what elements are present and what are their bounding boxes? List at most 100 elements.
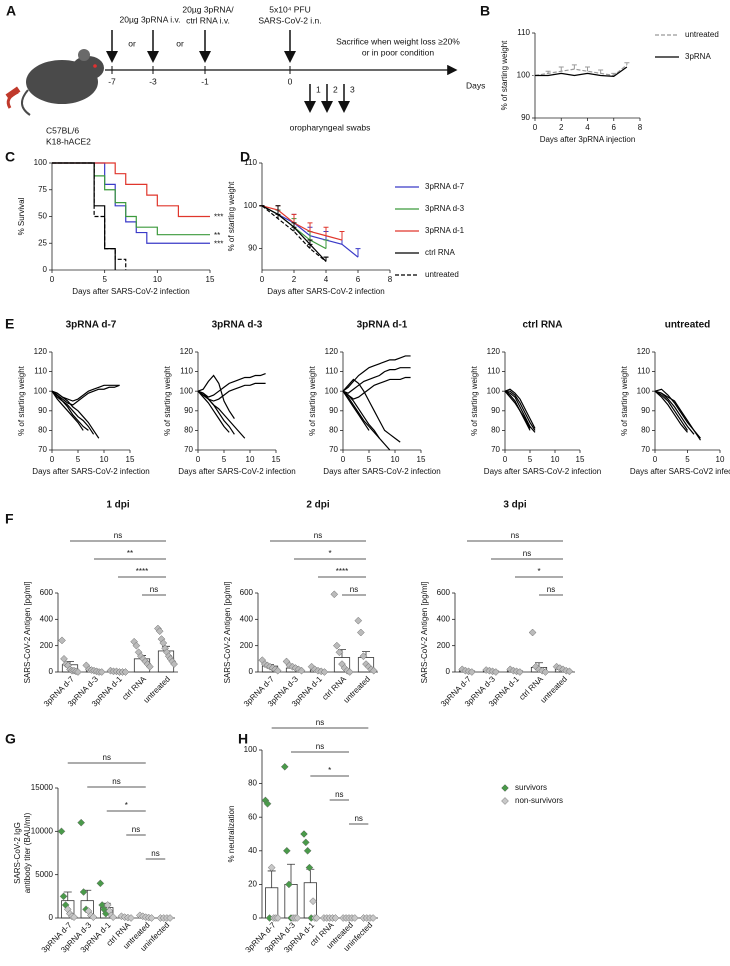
error-bar (323, 256, 329, 262)
or: or (176, 38, 184, 48)
y-tick-label: 90 (641, 406, 650, 415)
x-tick-label: 2 (559, 123, 564, 132)
panel-label: D (240, 149, 250, 165)
significance-label: ns (335, 790, 343, 799)
significance-label: ns (523, 549, 531, 558)
x-tick-label: 15 (417, 455, 426, 464)
error-bar (63, 891, 72, 901)
x-tick-label: untreated (142, 675, 172, 705)
y-tick-label: 110 (517, 28, 530, 37)
y-tick-label: 200 (40, 641, 54, 650)
y-tick-label: 90 (248, 244, 257, 253)
x-axis-label: Days after SARS-CoV-2 infection (267, 287, 384, 296)
chart-title: 1 dpi (106, 500, 130, 511)
y-tick-label: 600 (40, 588, 54, 597)
y-tick-label: 80 (184, 426, 193, 435)
timeline-label: -7 (108, 76, 116, 86)
significance-label: **** (136, 567, 148, 576)
x-tick-label: 8 (638, 123, 643, 132)
error-bar (291, 226, 297, 232)
annotation: *** (214, 239, 223, 248)
y-tick-label: 120 (487, 347, 501, 356)
x-tick-label: 15 (126, 455, 135, 464)
x-tick-label: 10 (153, 275, 162, 284)
data-point (467, 668, 476, 676)
infection: 5x10⁴ PFU (269, 4, 310, 14)
x-tick-label: 2 (292, 275, 297, 284)
endpoint: Sacrifice when weight loss ≥20% (336, 36, 460, 46)
data-point (369, 666, 378, 675)
y-tick-label: 80 (491, 426, 500, 435)
x-tick-label: 5 (76, 455, 81, 464)
y-tick-label: 0 (253, 913, 258, 922)
x-tick-label: 0 (50, 275, 55, 284)
error-bar (307, 243, 313, 249)
chart-title: 3 dpi (503, 500, 527, 511)
y-axis-label: % of starting weight (227, 181, 236, 252)
data-point (491, 668, 500, 676)
significance-label: * (537, 567, 540, 576)
line (197, 390, 246, 439)
panel-label: F (5, 511, 14, 527)
data-point (331, 914, 340, 922)
y-tick-label: 110 (180, 367, 193, 376)
significance-label: ns (316, 742, 324, 751)
data-point (263, 799, 272, 808)
x-tick-label: 5 (102, 275, 107, 284)
error-bar (307, 239, 313, 245)
y-tick-label: 120 (180, 347, 194, 356)
y-tick-label: 5000 (35, 870, 53, 879)
error-bar (275, 205, 281, 215)
data-point (147, 914, 156, 922)
x-tick-label: 0 (533, 123, 538, 132)
y-tick-label: 110 (487, 367, 500, 376)
data-point (274, 914, 282, 922)
x-tick-label: 0 (260, 275, 265, 284)
panel-label: H (238, 731, 248, 747)
y-tick-label: 100 (34, 386, 48, 395)
line (197, 372, 266, 398)
x-tick-label: untreated (342, 675, 372, 705)
error-bar (291, 222, 297, 228)
y-axis-label: % of starting weight (470, 365, 479, 436)
x-tick-label: 4 (585, 123, 590, 132)
significance-label: * (125, 801, 128, 810)
y-tick-label: 0 (249, 667, 254, 676)
y-tick-label: 100 (180, 386, 194, 395)
x-tick-label: 10 (246, 455, 255, 464)
y-axis-label: % of starting weight (17, 365, 26, 436)
significance-label: ns (354, 814, 362, 823)
significance-label: ns (114, 531, 122, 540)
y-tick-label: 600 (437, 588, 451, 597)
x-tick-label: 6 (356, 275, 361, 284)
data-point (77, 818, 86, 827)
line (504, 390, 536, 433)
y-tick-label: 80 (641, 426, 650, 435)
y-tick-label: 120 (637, 347, 651, 356)
x-tick-label: 5 (222, 455, 227, 464)
x-axis-label: Days after SARS-CoV-2 infection (484, 467, 601, 476)
y-axis-label: SARS-CoV-2 IgG (13, 822, 22, 884)
y-tick-label: 0 (49, 913, 54, 922)
error-bar (306, 868, 315, 883)
legend-label: 3pRNA d-3 (425, 204, 465, 213)
y-axis-label: % of starting weight (308, 365, 317, 436)
error-bar (611, 72, 617, 76)
timeline-label: 0 (288, 76, 293, 86)
survival-curve (52, 162, 210, 244)
y-tick-label: 110 (637, 367, 650, 376)
or: or (128, 38, 136, 48)
y-tick-label: 90 (184, 406, 193, 415)
mouse-tail (21, 89, 31, 116)
y-tick-label: 80 (329, 426, 338, 435)
y-axis-label: % neutralization (227, 806, 236, 863)
panel-label: C (5, 149, 15, 165)
data-point (273, 666, 282, 675)
x-tick-label: 15 (576, 455, 585, 464)
swab-day: 1 (316, 84, 321, 94)
line (197, 390, 230, 433)
data-point (285, 880, 293, 889)
data-point (515, 668, 524, 676)
data-point (70, 913, 78, 921)
line (654, 390, 689, 431)
